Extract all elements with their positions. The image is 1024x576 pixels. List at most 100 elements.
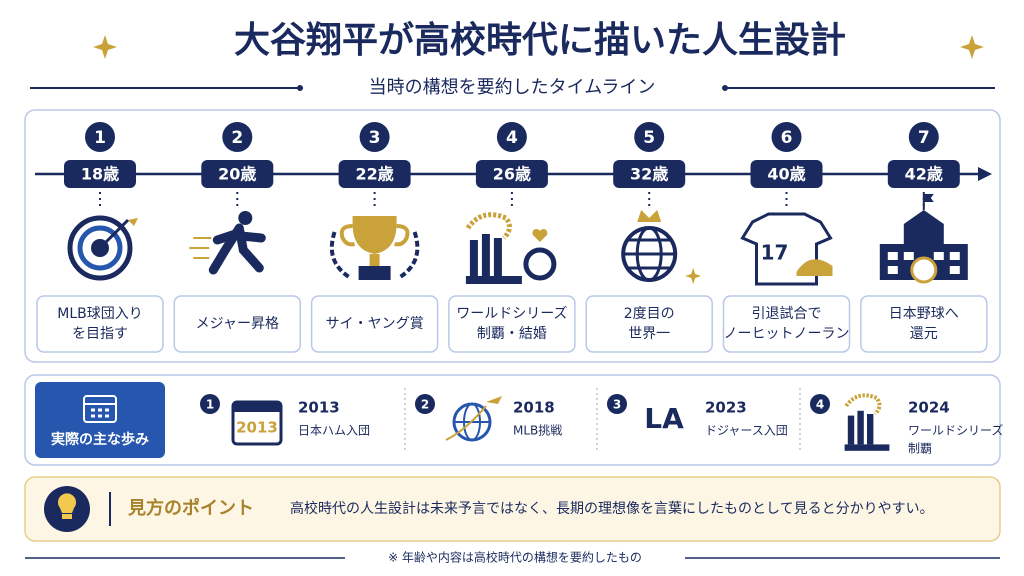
sparkle [960,35,984,59]
icon-part [358,266,391,280]
step-label: 世界一 [628,326,670,342]
step-badge [771,122,802,152]
icon-part [465,212,522,284]
label-box [310,295,439,353]
step-label: ノーヒットノーラン [724,326,850,342]
icon-part [465,276,522,284]
step-icon [465,212,557,284]
icon-part [238,211,253,225]
icon-part [867,414,874,445]
item-icon [844,393,890,451]
item-year: 2018 [513,399,555,417]
step-number: 5 [643,128,655,148]
icon-part [481,234,490,276]
item-badge [607,394,627,414]
item-number: 4 [816,398,824,412]
label-box [36,295,164,353]
icon-part [445,405,487,441]
timeline-arrow [978,167,992,181]
icon-part [329,231,420,280]
icon-part [98,218,130,250]
item-icon [231,400,283,446]
dot [722,85,728,91]
footnote: ※ 年齢や内容は高校時代の構想を要約したもの [388,550,642,565]
step-badge [634,122,665,152]
step-label: 日本野球へ [889,306,959,322]
label-box [173,295,302,353]
item-badge [415,394,435,414]
step-label: 還元 [910,326,938,342]
calendar-icon [83,395,117,423]
dot [297,85,303,91]
icon-part [910,256,938,284]
label-box [722,295,851,353]
item-badge [200,394,220,414]
title: 大谷翔平が高校時代に描いた人生設計 [234,20,846,61]
icon-part [685,268,702,284]
icon-part [623,238,676,270]
age-pill [887,160,960,188]
icon-part [486,396,502,404]
icon-part [77,225,123,271]
age-pill [475,160,548,188]
step-badge [359,122,390,152]
item-number: 1 [206,398,214,412]
step-number: 6 [781,128,793,148]
icon-part [67,215,133,281]
step-label: 2度目の [624,306,675,322]
item-text: ワールドシリーズ [908,423,1003,438]
tip-text: 高校時代の人生設計は未来予言ではなく、長期の理想像を言葉にしたものとして見ると分… [290,500,934,517]
icon-part [796,259,833,276]
item-number: 2 [421,398,429,412]
step-number: 3 [369,128,381,148]
age: 26歳 [493,165,531,184]
age-pill [201,160,274,188]
step-icon [67,215,138,281]
bulb [58,493,76,513]
icon-part [465,212,512,240]
step-number: 7 [918,128,930,148]
step-label: 制覇・結婚 [477,326,547,342]
label-box [585,295,713,353]
item-year: 2024 [908,399,950,417]
step-number: 2 [231,128,243,148]
item-icon-text: LA [644,402,684,435]
item-year: 2013 [298,399,340,417]
icon-part [208,223,266,275]
icon-part [83,395,117,423]
bulb-base [62,514,72,519]
icon-part [532,228,548,242]
age: 32歳 [630,165,668,184]
step-number: 4 [506,128,518,148]
step-icon [740,212,833,286]
step-label: ワールドシリーズ [456,306,567,322]
step-icon [879,194,968,284]
step-label: メジャー昇格 [196,316,279,332]
step-label: を目指す [72,326,128,342]
icon-part [189,237,212,259]
item-text: 日本ハム入団 [298,424,370,438]
item-text: 制覇 [908,442,932,456]
icon-part [369,254,380,266]
item-number: 3 [613,398,621,412]
step-label: サイ・ヤング賞 [326,316,424,332]
tip-title: 見方のポイント [127,497,254,519]
icon-part [469,240,478,276]
icon-part [857,410,864,445]
icon-part [844,393,890,451]
icon-part [493,238,502,276]
label-box [448,295,576,353]
item-year: 2023 [705,399,747,417]
icon-part [233,402,281,412]
icon-part [91,408,109,418]
icon-part [887,252,960,274]
step-icon [189,211,266,275]
age: 22歳 [355,165,393,184]
item-icon [445,396,502,442]
tip-panel [24,476,1001,542]
step-badge [85,122,115,152]
age: 40歳 [767,165,805,184]
label-box [860,295,988,353]
age-pill [338,160,411,188]
